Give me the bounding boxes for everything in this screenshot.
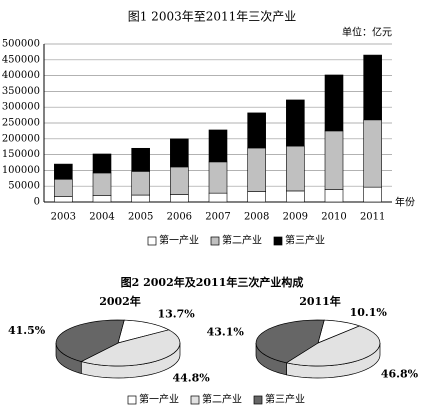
pie-slice (255, 319, 325, 364)
x-tick-label: 2008 (244, 212, 269, 223)
bar-segment (286, 99, 305, 147)
pie-slice (80, 329, 181, 367)
chart-title: 图1 2003年至2011年三次产业 (128, 10, 297, 24)
legend-label: 第三产业 (285, 234, 325, 247)
bar-segment (208, 129, 228, 163)
bar-segment (324, 130, 344, 190)
bar-segment (324, 74, 344, 132)
x-tick-label: 2006 (167, 212, 192, 223)
x-tick-label: 2009 (283, 212, 308, 223)
pie-slice (117, 319, 170, 344)
bar-segment (131, 147, 150, 172)
y-tick-label: 500000 (2, 39, 40, 50)
y-tick-label: 50000 (8, 181, 40, 192)
y-tick-label: 300000 (2, 102, 40, 113)
legend-swatch (190, 395, 200, 405)
x-tick-label: 2007 (205, 212, 230, 223)
pie-label: 43.1% (207, 326, 245, 339)
legend-swatch (210, 236, 220, 246)
legend-label: 第二产业 (202, 393, 242, 406)
bar-segment (247, 191, 266, 203)
pie-slice (55, 319, 125, 362)
legend-swatch (253, 395, 263, 405)
bar-segment (286, 190, 305, 203)
bar-segment (131, 171, 150, 196)
pie-label: 10.1% (350, 306, 388, 319)
legend-label: 第三产业 (265, 393, 305, 406)
y-tick-label: 100000 (2, 165, 40, 176)
legend-label: 第一产业 (159, 234, 199, 247)
y-tick-label: 150000 (2, 149, 40, 160)
y-tick-label: 200000 (2, 133, 40, 144)
pie-slice (285, 325, 381, 367)
y-tick-label: 250000 (2, 118, 40, 129)
pie-title: 2011年 (299, 294, 341, 308)
pie-label: 41.5% (8, 324, 46, 337)
pie-slice (317, 319, 361, 344)
bar-segment (286, 145, 305, 192)
bar-segment (363, 186, 382, 203)
pie-label: 13.7% (157, 308, 195, 321)
x-tick-label: 2011 (360, 212, 385, 223)
bar-segment (170, 138, 189, 168)
bar-segment (54, 196, 73, 203)
legend-label: 第二产业 (222, 234, 262, 247)
figure-title: 图2 2002年及2011年三次产业构成 (121, 275, 304, 289)
y-tick-label: 450000 (2, 54, 40, 65)
legend-swatch (127, 395, 137, 405)
bar-segment (92, 195, 112, 203)
pie-title: 2002年 (99, 294, 141, 308)
bar-segment (324, 189, 344, 203)
y-tick-label: 350000 (2, 86, 40, 97)
legend-swatch (147, 236, 157, 246)
bar-segment (247, 147, 266, 192)
unit-label: 单位：亿元 (342, 26, 392, 39)
y-tick-label: 400000 (2, 70, 40, 81)
y-tick-label: 0 (34, 197, 40, 208)
bar-segment (363, 54, 382, 121)
pie-label: 44.8% (172, 372, 210, 385)
legend-swatch (273, 236, 283, 246)
bar-segment (131, 194, 150, 203)
bar-segment (208, 161, 228, 194)
bar-segment (92, 153, 112, 174)
bar-segment (54, 163, 73, 180)
pie-label: 46.8% (381, 368, 419, 381)
legend-label: 第一产业 (139, 393, 179, 406)
bar-segment (208, 192, 228, 203)
bar-segment (363, 119, 382, 188)
bar-segment (92, 172, 112, 196)
bar-segment (247, 112, 266, 149)
x-tick-label: 2005 (128, 212, 153, 223)
x-tick-label: 2004 (89, 212, 114, 223)
x-tick-label: 2010 (321, 212, 346, 223)
bar-segment (170, 194, 189, 203)
bar-segment (54, 178, 73, 197)
bar-segment (170, 166, 189, 195)
x-axis-label: 年份 (395, 196, 415, 209)
x-tick-label: 2003 (51, 212, 76, 223)
